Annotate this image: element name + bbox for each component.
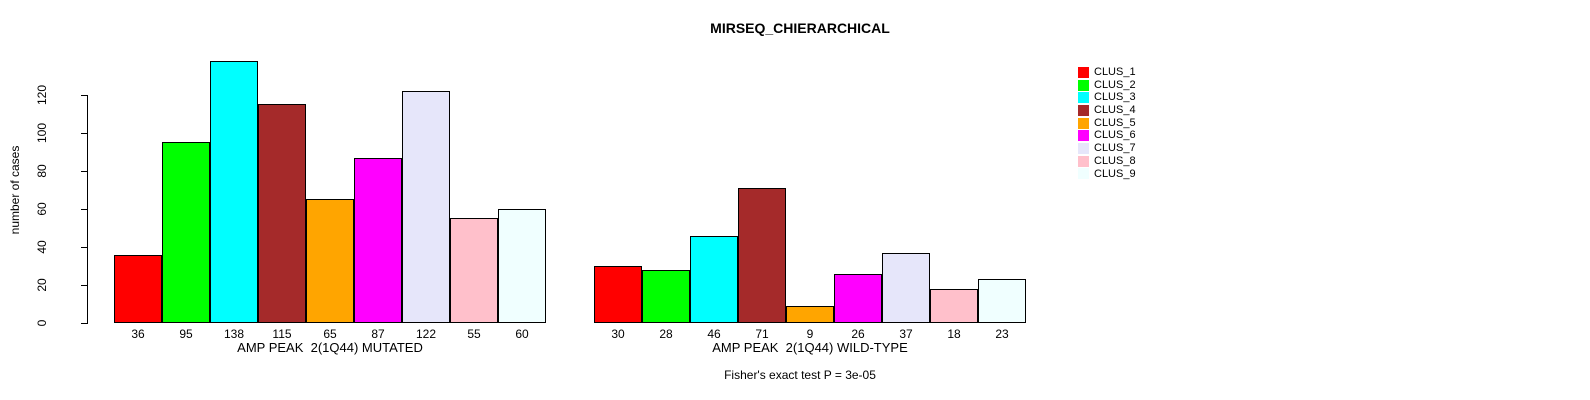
fisher-test-annotation: Fisher's exact test P = 3e-05	[724, 368, 876, 382]
legend-label: CLUS_1	[1094, 66, 1136, 78]
bar-clus_6-group1	[354, 158, 402, 323]
legend-item: CLUS_2	[1078, 79, 1136, 92]
y-tick-label: 120	[35, 84, 49, 106]
legend-swatch	[1078, 168, 1089, 180]
y-tick-label: 20	[35, 278, 49, 292]
legend-swatch	[1078, 104, 1089, 116]
y-tick-mark	[81, 132, 88, 134]
bar-value-label: 18	[947, 327, 961, 341]
y-tick-label: 80	[35, 164, 49, 178]
legend-item: CLUS_9	[1078, 168, 1136, 181]
bar-clus_9-group1	[498, 209, 546, 323]
y-tick-mark	[81, 94, 88, 96]
bar-clus_7-group2	[882, 253, 930, 323]
y-axis-label: number of cases	[8, 145, 22, 235]
legend-label: CLUS_7	[1094, 142, 1136, 155]
bar-value-label: 138	[223, 327, 245, 341]
bar-clus_1-group1	[114, 255, 162, 323]
legend-item: CLUS_1	[1078, 66, 1136, 79]
y-tick-mark	[81, 322, 88, 324]
y-tick-mark	[81, 208, 88, 210]
bar-value-label: 23	[995, 327, 1009, 341]
legend-item: CLUS_7	[1078, 142, 1136, 155]
bar-clus_4-group1	[258, 104, 306, 323]
legend-swatch	[1078, 155, 1089, 167]
bar-value-label: 95	[179, 327, 193, 341]
y-tick-label: 100	[35, 122, 49, 144]
bar-value-label: 30	[611, 327, 625, 341]
bar-clus_2-group1	[162, 142, 210, 323]
y-tick-mark	[81, 246, 88, 248]
y-tick-label: 60	[35, 202, 49, 216]
legend-swatch	[1078, 66, 1089, 78]
bar-clus_7-group1	[402, 91, 450, 323]
bar-clus_5-group1	[306, 199, 354, 323]
bar-clus_3-group2	[690, 236, 738, 323]
legend-label: CLUS_6	[1094, 129, 1136, 142]
bar-clus_5-group2	[786, 306, 834, 323]
bar-clus_1-group2	[594, 266, 642, 323]
bar-value-label: 55	[467, 327, 481, 341]
bar-clus_8-group1	[450, 218, 498, 323]
bar-value-label: 9	[806, 327, 814, 341]
group-label-mutated: AMP PEAK 2(1Q44) MUTATED	[237, 340, 423, 355]
y-tick-label: 0	[35, 319, 49, 327]
y-tick-label: 40	[35, 240, 49, 254]
bar-value-label: 115	[272, 327, 292, 341]
bar-value-label: 36	[131, 327, 145, 341]
legend: CLUS_1 CLUS_2 CLUS_3 CLUS_4 CLUS_5 CLUS_6 CLUS…	[1078, 66, 1136, 180]
y-axis-line	[87, 95, 88, 324]
bar-value-label: 60	[515, 327, 529, 341]
bar-clus_6-group2	[834, 274, 882, 323]
legend-item: CLUS_5	[1078, 117, 1136, 130]
legend-swatch	[1078, 117, 1089, 129]
y-tick-mark	[81, 170, 88, 172]
legend-label: CLUS_5	[1094, 116, 1136, 129]
bar-value-label: 71	[755, 327, 769, 341]
legend-label: CLUS_8	[1094, 154, 1136, 167]
legend-label: CLUS_3	[1094, 91, 1136, 104]
legend-swatch	[1078, 130, 1089, 142]
bar-value-label: 122	[415, 327, 437, 341]
bar-value-label: 65	[323, 327, 337, 341]
legend-item: CLUS_4	[1078, 104, 1136, 117]
legend-item: CLUS_8	[1078, 155, 1136, 168]
legend-swatch	[1078, 79, 1089, 91]
legend-item: CLUS_6	[1078, 129, 1136, 142]
bar-clus_9-group2	[978, 279, 1026, 323]
bar-value-label: 28	[659, 327, 673, 341]
bar-clus_8-group2	[930, 289, 978, 323]
chart-title: MIRSEQ_CHIERARCHICAL	[710, 20, 890, 36]
bar-value-label: 46	[707, 327, 721, 341]
legend-label: CLUS_2	[1094, 78, 1136, 91]
legend-swatch	[1078, 142, 1089, 154]
legend-label: CLUS_4	[1094, 104, 1136, 117]
bar-value-label: 37	[899, 327, 913, 341]
bar-clus_2-group2	[642, 270, 690, 323]
bar-clus_3-group1	[210, 61, 258, 323]
y-tick-mark	[81, 284, 88, 286]
legend-swatch	[1078, 92, 1089, 104]
legend-item: CLUS_3	[1078, 91, 1136, 104]
group-label-wildtype: AMP PEAK 2(1Q44) WILD-TYPE	[712, 340, 908, 355]
bar-clus_4-group2	[738, 188, 786, 323]
legend-label: CLUS_9	[1094, 167, 1136, 180]
bar-value-label: 26	[851, 327, 865, 341]
bar-value-label: 87	[371, 327, 385, 341]
